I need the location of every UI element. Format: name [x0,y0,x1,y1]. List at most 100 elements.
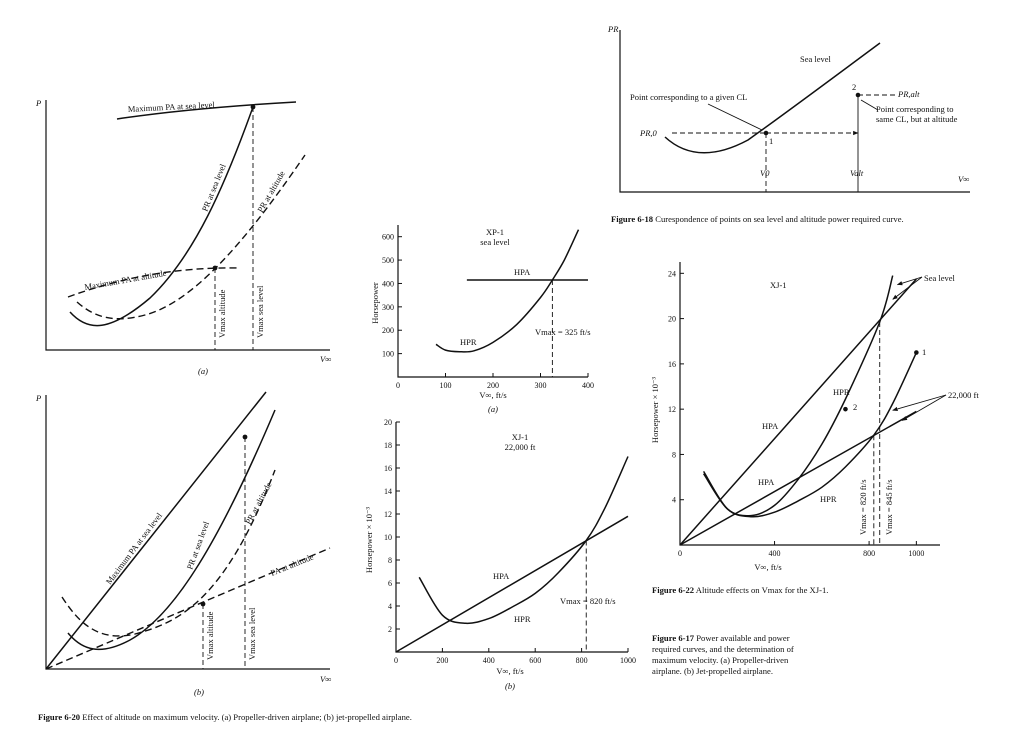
leader-arrow [901,394,947,421]
fig618-caption-text: Curespondence of points on sea level and… [655,214,904,224]
x-tick-label: 0 [394,656,398,665]
fig620a-vmax-alt-label: Vmax altitude [217,289,227,338]
fig617a-panel: (a) [488,404,498,414]
y-tick-label: 4 [388,602,392,611]
y-tick-label: 400 [382,279,394,288]
fig620a-yaxis: P [35,98,41,108]
leader-arrow [896,276,923,286]
fig618-point-same-label: Point corresponding to same CL, but at a… [876,104,958,124]
leader-arrow [892,276,923,300]
fig617b-hpr-label: HPR [514,614,531,624]
fig622-caption: Figure 6-22 Altitude effects on Vmax for… [652,585,992,596]
fig620b-pr-alt-label: PR at altitude [243,480,274,526]
fig620a-panel: (a) [198,366,208,376]
fig617b-subtitle: 22,000 ft [505,442,536,452]
y-tick-label: 4 [672,496,676,505]
fig618-sea-level-curve [664,42,881,154]
fig620-caption-text: Effect of altitude on maximum velocity. … [82,712,412,722]
fig617a-chart: XP-1 sea level Horsepower V∞, ft/s (a) H… [370,225,594,414]
fig620b-pa-alt-label: PA at altitude [269,551,315,577]
series-hpr-22-000-ft [702,352,918,518]
fig620b-max-pa-sea-label: Maximum PA at sea level [104,510,165,586]
series-hpr [418,456,629,625]
fig618-valt-label: Valt [850,168,864,178]
fig622-caption-text: Altitude effects on Vmax for the XJ-1. [695,585,829,595]
y-tick-label: 8 [672,450,676,459]
fig617a-xlabel: V∞, ft/s [479,390,506,400]
fig618: PR V∞ Sea level Point corresponding to a… [607,24,970,193]
series-hpa [395,515,629,653]
fig622-caption-num: Figure 6-22 [652,585,695,595]
x-tick-label: 400 [483,656,495,665]
series-hpr [435,229,580,353]
fig622-sea-level-label: Sea level [924,273,956,283]
fig618-pralt-label: PR,alt [897,89,920,99]
y-tick-label: 16 [384,464,392,473]
fig618-point-same-box: Point corresponding to same CL, but at a… [876,104,958,124]
fig617-caption-text: Power available and power required curve… [652,633,794,676]
fig617b-title: XJ-1 [512,432,529,442]
fig617a-subtitle: sea level [480,237,510,247]
fig622-title: XJ-1 [770,280,787,290]
y-tick-label: 20 [384,418,392,427]
fig620a-axes [45,100,330,351]
fig618-leader-2 [860,99,879,111]
fig618-sea-level-label: Sea level [800,54,832,64]
fig620a-vmax-sea-label: Vmax sea level [255,285,265,338]
fig622-hpr-lower-label: HPR [820,494,837,504]
fig617-caption-num: Figure 6-17 [652,633,695,643]
fig620b-yaxis: P [35,393,41,403]
fig617b-chart: XJ-1 22,000 ft Horsepower × 10⁻³ V∞, ft/… [364,418,636,691]
fig618-point-1 [763,130,769,136]
axis-lines [679,262,940,546]
fig617b-panel: (b) [505,681,515,691]
fig618-v0-label: V0 [760,168,770,178]
fig620b-point-alt [200,601,206,607]
fig620b-vmax-sea-label: Vmax sea level [247,607,257,660]
y-tick-label: 24 [668,269,676,278]
y-tick-label: 18 [384,441,392,450]
fig620a-pr-sea-curve [69,106,254,327]
y-tick-label: 300 [382,303,394,312]
fig620b-pr-sea-curve [67,409,276,651]
fig620a-max-pa-sea-label: Maximum PA at sea level [128,99,216,114]
fig620a-max-pa-sea-curve [116,101,297,120]
fig617a-hpa-label: HPA [514,267,531,277]
leader-arrow [892,394,947,412]
axis-lines [397,225,588,378]
fig620a-point-alt [212,265,218,271]
fig618-point-2 [855,92,861,98]
curve-end-point [843,406,848,412]
y-tick-label: 600 [382,233,394,242]
x-tick-label: 1000 [620,656,636,665]
series-hpa-sea-level [679,278,917,546]
fig620a-xaxis: V∞ [320,354,331,364]
fig617a-hpr-label: HPR [460,337,477,347]
fig617a-vmax-label: Vmax = 325 ft/s [535,327,591,337]
y-tick-label: 16 [668,360,676,369]
fig620a-max-pa-alt-label: Maximum PA at altitude [84,268,168,292]
fig622-hpa-lower-label: HPA [758,477,775,487]
fig620b-pr-sea-label: PR at sea level [184,519,211,570]
y-tick-label: 500 [382,256,394,265]
fig618-leader-1 [707,103,763,131]
fig620b-vmax-alt-label: Vmax altitude [205,611,215,660]
fig622-vmax820-label: Vmax = 820 ft/s [858,479,868,535]
y-tick-label: 12 [668,405,676,414]
fig620-caption-num: Figure 6-20 [38,712,81,722]
x-tick-label: 800 [863,549,875,558]
fig618-xaxis: V∞ [958,174,969,184]
fig622-xlabel: V∞, ft/s [754,562,781,572]
fig617b-vmax-label: Vmax = 820 ft/s [560,596,616,606]
x-tick-label: 400 [769,549,781,558]
fig620a-pr-alt-curve [76,154,306,320]
fig622-pt1: 1 [922,347,926,357]
curve-end-point [914,350,919,355]
fig622-chart: XJ-1 Horsepower × 10⁻³ V∞, ft/s Sea leve… [650,262,979,572]
y-tick-label: 8 [388,556,392,565]
fig617-caption: Figure 6-17 Power available and power re… [652,633,804,677]
fig618-pr0-label: PR,0 [639,128,658,138]
fig618-yaxis: PR [607,24,619,34]
fig618-caption-num: Figure 6-18 [611,214,654,224]
y-tick-label: 10 [384,533,392,542]
